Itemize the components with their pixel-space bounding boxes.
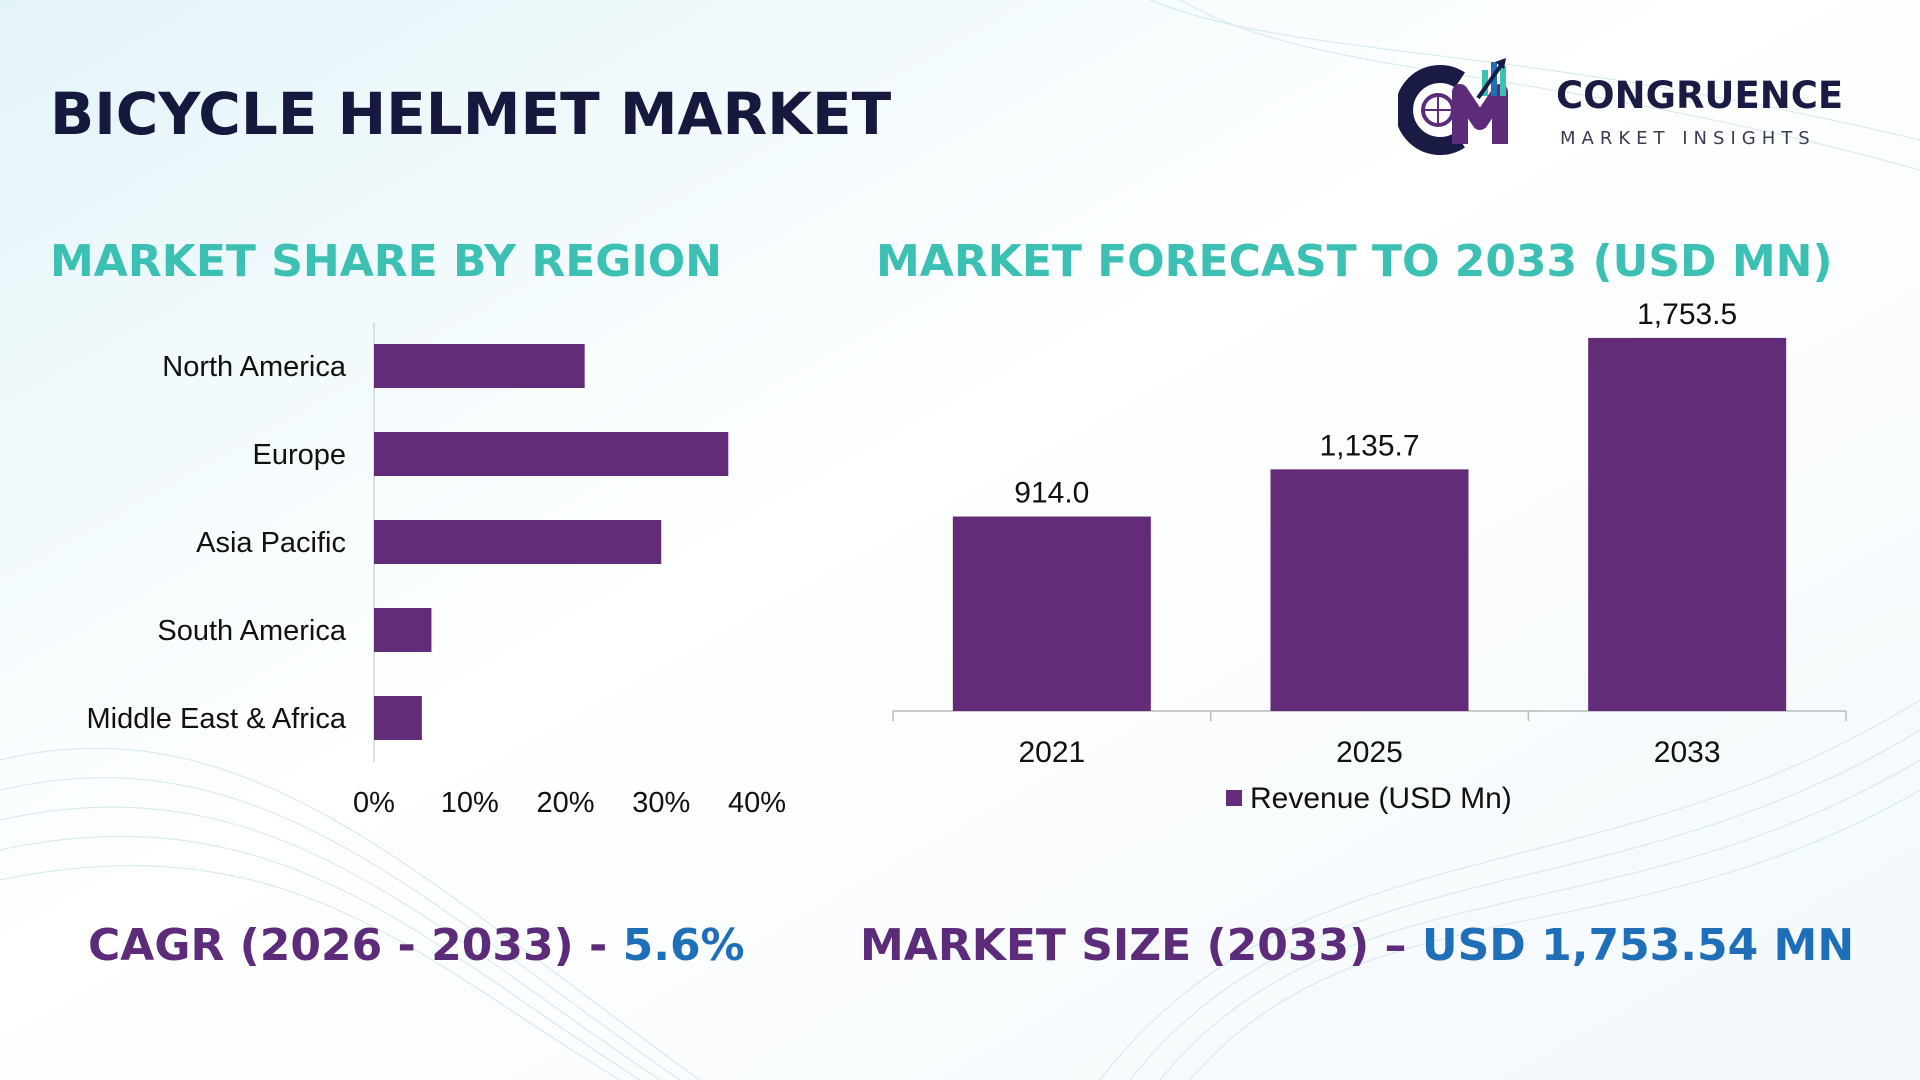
forecast-value-label: 1,753.5 [1637, 298, 1737, 331]
region-label: Middle East & Africa [87, 703, 347, 735]
company-logo: CONGRUENCE MARKET INSIGHTS [1395, 52, 1868, 162]
cagr-statement: CAGR (2026 - 2033) - 5.6% [88, 920, 745, 971]
market-size-label: MARKET SIZE (2033) – [860, 920, 1422, 971]
market-size-statement: MARKET SIZE (2033) – USD 1,753.54 MN [860, 920, 1854, 971]
forecast-category-label: 2021 [1018, 736, 1085, 769]
market-size-value: USD 1,753.54 MN [1421, 920, 1855, 971]
forecast-category-label: 2025 [1336, 736, 1403, 769]
cagr-label: CAGR (2026 - 2033) - [88, 920, 623, 971]
legend-label: Revenue (USD Mn) [1250, 782, 1512, 815]
forecast-bar [1270, 469, 1469, 711]
region-bar [374, 432, 729, 476]
cagr-value: 5.6% [622, 920, 745, 971]
forecast-chart-title: MARKET FORECAST TO 2033 (USD MN) [876, 236, 1833, 287]
forecast-value-label: 914.0 [1014, 477, 1089, 510]
region-label: Asia Pacific [196, 527, 346, 559]
forecast-category-label: 2033 [1654, 736, 1721, 769]
forecast-bar [952, 516, 1151, 711]
forecast-chart: 914.0 2021 1,135.7 2025 1,753.5 2033 Revenue (… [892, 298, 1847, 815]
region-label: South America [157, 615, 346, 647]
region-share-chart: North America Europe Asia Pacific South Ame… [87, 322, 786, 819]
region-chart-title: MARKET SHARE BY REGION [50, 236, 722, 287]
region-tick-label: 30% [632, 787, 690, 819]
region-bar [374, 520, 662, 564]
region-bar [374, 344, 585, 388]
region-bar [374, 608, 432, 652]
forecast-value-label: 1,135.7 [1319, 429, 1419, 462]
page-title: BICYCLE HELMET MARKET [50, 80, 892, 148]
region-label: North America [162, 351, 347, 383]
region-bar [374, 696, 422, 740]
logo-mark-icon [1395, 58, 1508, 155]
region-tick-label: 40% [728, 787, 786, 819]
legend-swatch [1226, 790, 1242, 806]
region-tick-label: 10% [441, 787, 499, 819]
region-tick-label: 0% [353, 787, 395, 819]
region-tick-label: 20% [536, 787, 594, 819]
logo-tagline: MARKET INSIGHTS [1560, 128, 1816, 149]
forecast-bar [1588, 337, 1787, 711]
logo-name: CONGRUENCE [1556, 74, 1844, 117]
region-label: Europe [252, 439, 346, 471]
